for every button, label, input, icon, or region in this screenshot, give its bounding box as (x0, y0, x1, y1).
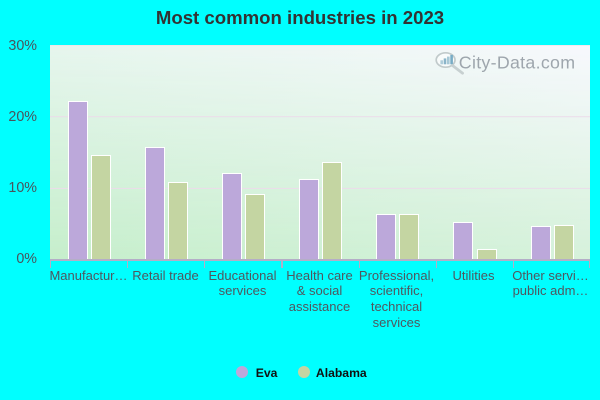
svg-text:City-Data.com: City-Data.com (459, 53, 576, 73)
